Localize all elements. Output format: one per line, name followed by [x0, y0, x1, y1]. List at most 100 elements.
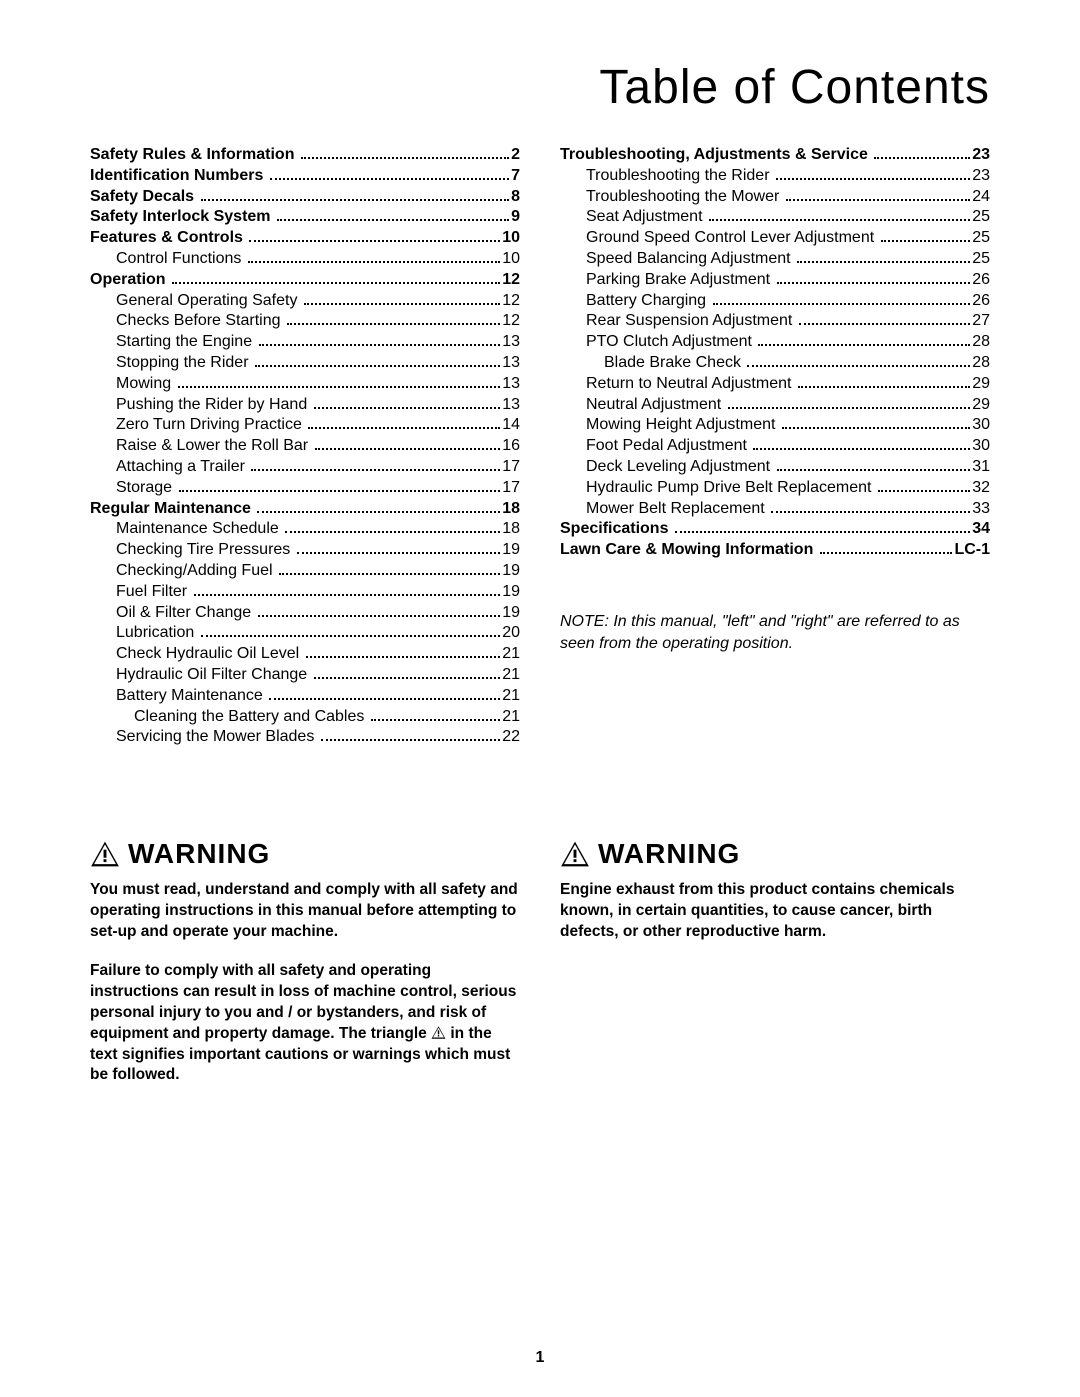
toc-label: Control Functions — [116, 249, 241, 270]
toc-label: Identification Numbers — [90, 166, 263, 187]
toc-page-number: 24 — [972, 187, 990, 208]
toc-page-number: 12 — [502, 311, 520, 332]
toc-entry: Cleaning the Battery and Cables 21 — [90, 707, 520, 728]
toc-label: Checks Before Starting — [116, 311, 281, 332]
warning-heading: WARNING — [598, 838, 740, 870]
toc-dot-leader — [314, 677, 501, 679]
toc-entry: Zero Turn Driving Practice 14 — [90, 415, 520, 436]
toc-entry: Checking Tire Pressures 19 — [90, 540, 520, 561]
page-number: 1 — [0, 1349, 1080, 1367]
toc-entry: Control Functions 10 — [90, 249, 520, 270]
toc-label: Foot Pedal Adjustment — [586, 436, 747, 457]
toc-dot-leader — [314, 407, 501, 409]
toc-dot-leader — [799, 323, 970, 325]
toc-entry: Troubleshooting the Rider 23 — [560, 166, 990, 187]
toc-dot-leader — [675, 531, 970, 533]
toc-entry: Pushing the Rider by Hand 13 — [90, 395, 520, 416]
toc-entry: Specifications 34 — [560, 519, 990, 540]
toc-entry: Safety Interlock System 9 — [90, 207, 520, 228]
toc-entry: Lawn Care & Mowing Information LC-1 — [560, 540, 990, 561]
toc-page-number: LC-1 — [954, 540, 990, 561]
toc-page-number: 25 — [972, 228, 990, 249]
toc-label: Return to Neutral Adjustment — [586, 374, 791, 395]
toc-page-number: 18 — [502, 499, 520, 520]
toc-entry: Servicing the Mower Blades 22 — [90, 727, 520, 748]
warning-section: WARNING You must read, understand and co… — [90, 838, 990, 1104]
toc-label: Pushing the Rider by Hand — [116, 395, 307, 416]
toc-entry: Battery Charging 26 — [560, 291, 990, 312]
toc-page-number: 17 — [502, 457, 520, 478]
toc-label: Hydraulic Oil Filter Change — [116, 665, 307, 686]
toc-page-number: 27 — [972, 311, 990, 332]
toc-dot-leader — [771, 511, 970, 513]
toc-dot-leader — [251, 469, 500, 471]
toc-page-number: 29 — [972, 374, 990, 395]
toc-entry: Checking/Adding Fuel 19 — [90, 561, 520, 582]
toc-page-number: 23 — [972, 145, 990, 166]
toc-dot-leader — [321, 739, 500, 741]
toc-label: Battery Charging — [586, 291, 706, 312]
toc-dot-leader — [172, 282, 500, 284]
toc-entry: Checks Before Starting 12 — [90, 311, 520, 332]
toc-page-number: 33 — [972, 499, 990, 520]
toc-dot-leader — [279, 573, 500, 575]
toc-dot-leader — [297, 552, 500, 554]
toc-page-number: 2 — [511, 145, 520, 166]
toc-label: Checking/Adding Fuel — [116, 561, 273, 582]
toc-label: Troubleshooting the Rider — [586, 166, 770, 187]
toc-entry: Troubleshooting the Mower 24 — [560, 187, 990, 208]
toc-dot-leader — [315, 448, 501, 450]
toc-page-number: 21 — [502, 686, 520, 707]
toc-label: Deck Leveling Adjustment — [586, 457, 770, 478]
toc-page-number: 19 — [502, 561, 520, 582]
toc-dot-leader — [301, 157, 509, 159]
toc-page-number: 21 — [502, 644, 520, 665]
warning-heading: WARNING — [128, 838, 270, 870]
toc-dot-leader — [798, 386, 970, 388]
toc-dot-leader — [259, 344, 501, 346]
toc-label: Attaching a Trailer — [116, 457, 245, 478]
toc-columns: Safety Rules & Information 2Identificati… — [90, 145, 990, 748]
toc-dot-leader — [308, 427, 500, 429]
toc-label: PTO Clutch Adjustment — [586, 332, 752, 353]
toc-entry: Fuel Filter 19 — [90, 582, 520, 603]
toc-dot-leader — [782, 427, 970, 429]
toc-page-number: 19 — [502, 603, 520, 624]
toc-page-number: 30 — [972, 415, 990, 436]
toc-page-number: 32 — [972, 478, 990, 499]
toc-label: Mowing Height Adjustment — [586, 415, 775, 436]
toc-page-number: 28 — [972, 332, 990, 353]
toc-dot-leader — [201, 635, 500, 637]
toc-dot-leader — [304, 303, 500, 305]
toc-page-number: 13 — [502, 395, 520, 416]
toc-page-number: 7 — [511, 166, 520, 187]
toc-label: General Operating Safety — [116, 291, 297, 312]
toc-dot-leader — [201, 199, 510, 201]
toc-dot-leader — [194, 594, 501, 596]
toc-label: Speed Balancing Adjustment — [586, 249, 791, 270]
toc-page-number: 19 — [502, 540, 520, 561]
toc-label: Checking Tire Pressures — [116, 540, 290, 561]
warning-right: WARNING Engine exhaust from this product… — [560, 838, 990, 1104]
toc-entry: Identification Numbers 7 — [90, 166, 520, 187]
toc-page-number: 25 — [972, 249, 990, 270]
toc-label: Neutral Adjustment — [586, 395, 721, 416]
warning-triangle-icon — [90, 841, 120, 867]
toc-entry: Storage 17 — [90, 478, 520, 499]
toc-dot-leader — [371, 719, 500, 721]
toc-label: Fuel Filter — [116, 582, 187, 603]
toc-entry: Parking Brake Adjustment 26 — [560, 270, 990, 291]
toc-entry: Deck Leveling Adjustment 31 — [560, 457, 990, 478]
toc-label: Specifications — [560, 519, 668, 540]
toc-label: Maintenance Schedule — [116, 519, 279, 540]
toc-dot-leader — [709, 219, 970, 221]
toc-label: Hydraulic Pump Drive Belt Replacement — [586, 478, 871, 499]
toc-dot-leader — [786, 199, 970, 201]
toc-label: Check Hydraulic Oil Level — [116, 644, 299, 665]
toc-label: Features & Controls — [90, 228, 243, 249]
toc-dot-leader — [306, 656, 501, 658]
toc-entry: Hydraulic Pump Drive Belt Replacement 32 — [560, 478, 990, 499]
toc-entry: Rear Suspension Adjustment 27 — [560, 311, 990, 332]
toc-page-number: 13 — [502, 332, 520, 353]
toc-page-number: 28 — [972, 353, 990, 374]
